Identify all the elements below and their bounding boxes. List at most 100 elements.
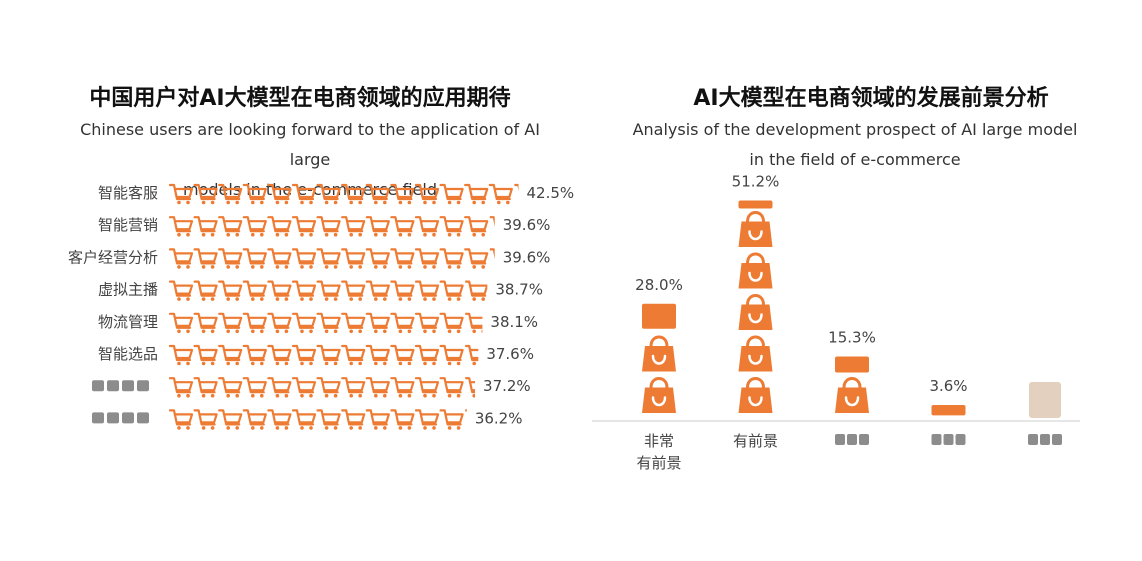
shopping-cart-icon [267,216,292,237]
cart-bar [168,409,467,430]
shopping-cart-icon [341,183,366,205]
category-label: 有前景 [733,432,778,450]
bag-column [738,200,773,413]
shopping-cart-icon [316,377,341,398]
shopping-cart-icon [193,248,218,269]
shopping-cart-icon [414,377,440,398]
category-label: 智能选品 [98,345,158,363]
shopping-cart-icon [291,183,317,205]
shopping-cart-icon [414,280,440,301]
shopping-cart-icon [193,183,218,205]
shopping-bag-icon [642,303,676,329]
left-chart-panel: 中国用户对AI大模型在电商领域的应用期待 Chinese users are l… [68,86,575,430]
shopping-cart-icon [464,183,489,205]
value-label: 42.5% [527,184,575,202]
bag-column [931,405,966,416]
shopping-cart-icon [291,409,317,430]
shopping-cart-icon [316,248,341,269]
category-label: 物流管理 [98,313,158,331]
blurred-column [1029,382,1061,418]
cart-bar [168,248,495,269]
shopping-cart-icon [390,312,415,334]
shopping-cart-icon [365,377,390,398]
shopping-cart-icon [218,409,243,430]
shopping-bag-icon [738,377,773,413]
shopping-cart-icon [414,312,440,334]
shopping-cart-icon [291,216,317,237]
shopping-cart-icon [291,377,317,398]
shopping-cart-icon [242,183,267,205]
right-chart-title: AI大模型在电商领域的发展前景分析 [693,86,1049,111]
shopping-cart-icon [242,280,267,301]
left-chart-subtitle-line1: Chinese users are looking forward to the… [80,120,540,169]
shopping-cart-icon [316,216,341,237]
shopping-cart-icon [242,409,267,430]
shopping-cart-icon [390,377,415,398]
cart-bar [168,216,495,237]
shopping-cart-icon [168,409,194,430]
shopping-cart-icon [489,216,495,227]
left-chart-title: 中国用户对AI大模型在电商领域的应用期待 [89,86,511,111]
shopping-cart-icon [390,248,415,269]
shopping-cart-icon [465,344,479,366]
shopping-cart-icon [465,312,483,334]
shopping-cart-icon [439,409,464,430]
shopping-cart-icon [365,183,390,205]
shopping-cart-icon [439,312,464,334]
blurred-category-label [835,434,869,445]
shopping-cart-icon [267,312,292,334]
shopping-bag-icon [835,377,869,413]
shopping-bag-icon [738,294,773,330]
shopping-cart-icon [218,344,243,366]
shopping-cart-icon [439,377,464,398]
shopping-cart-icon [291,312,317,334]
shopping-bag-icon [738,335,773,372]
shopping-cart-icon [439,248,464,269]
shopping-cart-icon [488,183,513,205]
shopping-cart-icon [464,216,489,237]
shopping-cart-icon [242,344,267,366]
shopping-cart-icon [316,312,341,334]
shopping-cart-icon [168,312,194,334]
shopping-cart-icon [291,344,317,366]
cart-bar [168,344,479,366]
category-label: 智能营销 [98,216,158,234]
shopping-cart-icon [267,344,292,366]
shopping-cart-icon [414,216,440,237]
shopping-cart-icon [168,216,194,237]
shopping-cart-icon [341,280,366,301]
shopping-cart-icon [193,377,218,398]
cart-bar [168,377,476,398]
shopping-cart-icon [193,280,218,301]
shopping-cart-icon [489,248,495,259]
shopping-cart-icon [465,377,476,398]
shopping-cart-icon [341,377,366,398]
shopping-cart-icon [390,344,415,366]
value-label: 37.2% [483,377,531,395]
shopping-cart-icon [218,248,243,269]
value-label: 51.2% [732,173,780,191]
right-chart-subtitle: Analysis of the development prospect of … [630,115,1080,175]
shopping-cart-icon [242,216,267,237]
cart-bar [168,280,488,301]
value-label: 37.6% [486,345,534,363]
shopping-cart-icon [514,183,519,191]
shopping-cart-icon [414,183,440,205]
shopping-cart-icon [414,344,440,366]
value-label: 15.3% [828,329,876,347]
value-label: 28.0% [635,276,683,294]
shopping-cart-icon [439,280,464,301]
shopping-cart-icon [218,216,243,237]
shopping-cart-icon [316,409,341,430]
shopping-cart-icon [365,312,390,334]
shopping-cart-icon [291,280,317,301]
shopping-cart-icon [193,312,218,334]
cart-bar [168,312,483,334]
shopping-cart-icon [267,409,292,430]
value-label: 38.7% [495,281,543,299]
shopping-cart-icon [218,280,243,301]
shopping-bag-icon [738,200,773,209]
blurred-category-label [1028,434,1062,445]
shopping-cart-icon [341,312,366,334]
